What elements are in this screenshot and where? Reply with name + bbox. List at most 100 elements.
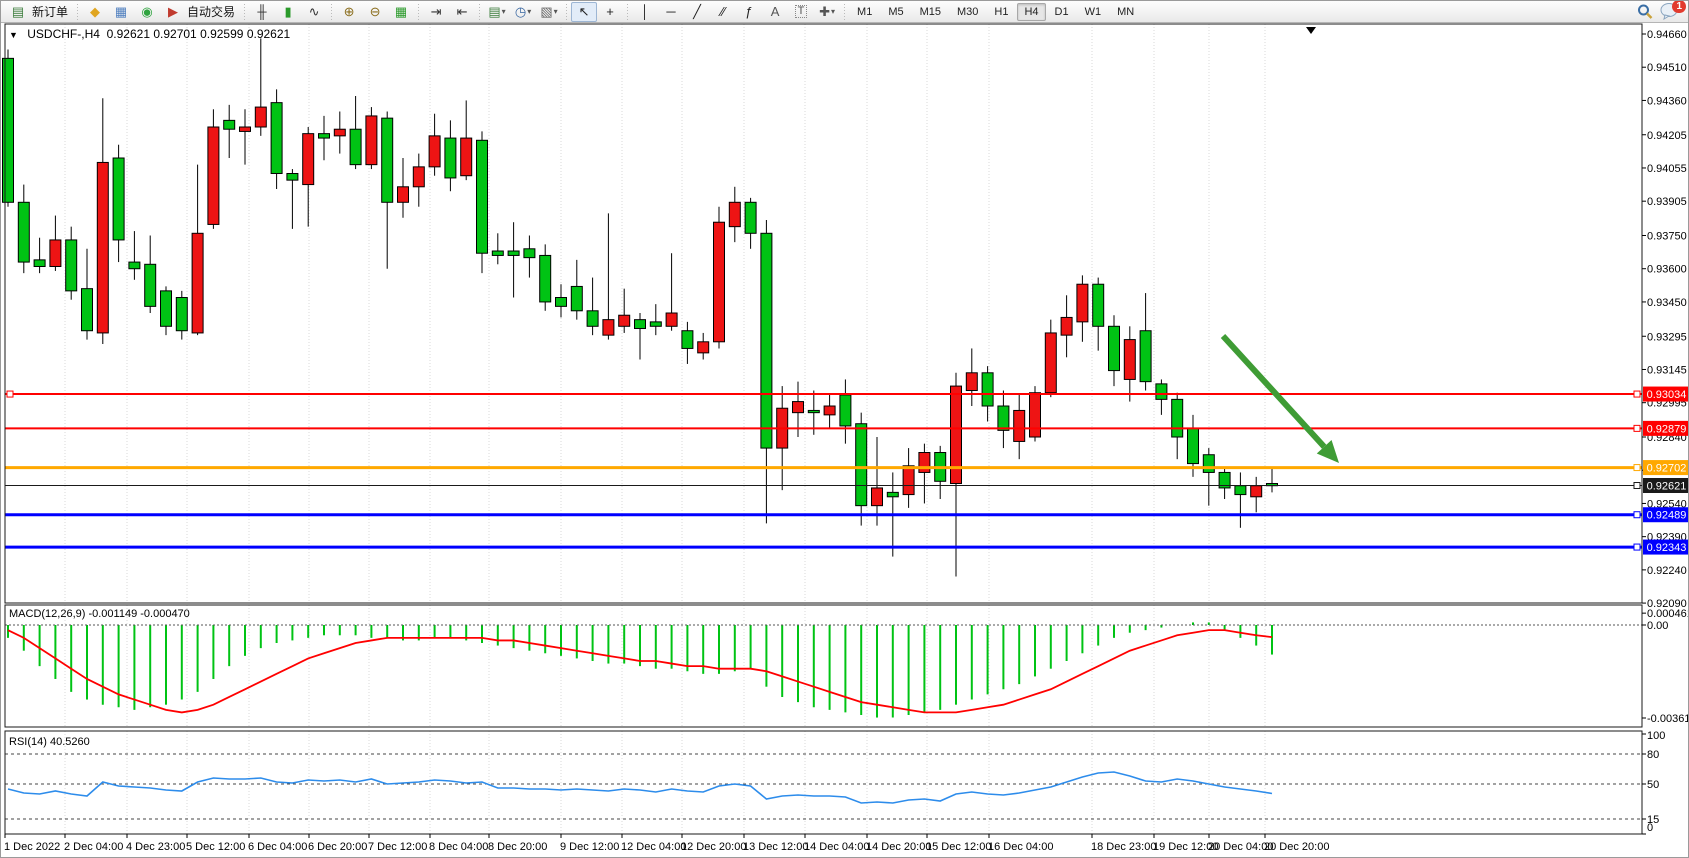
autotrading-button[interactable]: ▶ [160,2,186,22]
toolbar: ▤ 新订单 ◆ ▦ ◉ ▶ 自动交易 ╫ ▮ ∿ ⊕ ⊖ ▦ ⇥ ⇤ ▤ ▾ ◷ ▾ ▧ ▾ ↖ + │ ─ ╱ ∕∕ ƒ A T ✚ ▾ M… [1,1,1688,23]
vline-button[interactable]: │ [632,2,658,22]
date-label: 5 Dec 12:00 [186,841,245,853]
signals-button[interactable]: ◉ [134,2,160,22]
line-chart-button[interactable]: ∿ [301,2,327,22]
timeframe-w1[interactable]: W1 [1084,5,1102,18]
new-order-button-label[interactable]: 新订单 [32,5,69,19]
candle-body [618,314,631,327]
candle-body [792,401,804,414]
auto-scroll-button[interactable]: ⇥ [423,2,449,22]
tile-windows-button[interactable]: ▦ [388,2,414,22]
chart-shift-button[interactable]: ⇤ [449,2,475,22]
channel-button[interactable]: ∕∕ [710,2,736,22]
shapes-button[interactable]: ✚ ▾ [814,2,840,22]
candle-body [871,487,883,507]
macd-tick-label: 0.00 [1647,620,1668,632]
notifications-button[interactable]: 1 [1660,1,1686,22]
rsi-tick-label: 50 [1647,779,1659,791]
candle-body [144,263,157,307]
timeframe-m5[interactable]: M5 [888,5,904,18]
candle-body [950,385,962,485]
rsi-pane-border [4,730,1643,835]
label-button[interactable]: T [788,2,814,22]
price-tick-label: 0.93145 [1647,364,1687,376]
price-tick-label: 0.93450 [1647,297,1687,309]
price-badge-label: 0.92489 [1647,510,1687,522]
date-label: 12 Dec 20:00 [681,841,746,853]
candle-body [33,259,46,268]
one-click-trading-toggle-icon[interactable]: ▼ [9,30,18,40]
price-badge-label: 0.92702 [1647,463,1687,475]
macd-label: MACD(12,26,9) -0.001149 -0.000470 [9,608,190,620]
toolbar-separator [75,3,81,20]
crosshair-button[interactable]: + [597,2,623,22]
candle-body [823,405,836,416]
macd-tick-label: 0.000461 [1647,608,1689,620]
bar-chart-button[interactable]: ╫ [249,2,275,22]
macd-tick-label: -0.003618 [1647,713,1689,725]
profiles-button[interactable]: ◷ ▾ [510,2,536,22]
zoom-in-button[interactable]: ⊕ [336,2,362,22]
candle-body [1076,283,1089,323]
symbol-period-label: USDCHF-,H4 [27,27,100,41]
candle-body [1029,392,1041,438]
search-icon[interactable] [1636,3,1654,21]
timeframe-m30[interactable]: M30 [957,5,979,18]
candle-body [555,297,567,307]
price-tick-label: 0.93750 [1647,231,1687,243]
candle-body [839,394,852,427]
auto-scroll-icon: ⇥ [430,4,442,19]
new-order-button[interactable]: ▤ [5,2,31,22]
chart-canvas[interactable]: 0.94660 0.94510 0.94360 0.94205 0.94055 0.939… [1,23,1689,858]
date-label: 4 Dec 23:00 [126,841,185,853]
main-pane-border [4,23,1643,604]
timeframe-m1[interactable]: M1 [857,5,873,18]
trend-arrow-head[interactable] [1316,440,1339,463]
zoom-out-icon: ⊖ [369,4,381,19]
chart-shift-icon: ⇤ [456,4,468,19]
candle-body [286,173,299,181]
candle-body [1044,332,1057,394]
candle-body [1108,325,1120,372]
fibonacci-button[interactable]: ƒ [736,2,762,22]
toolbar-separator [842,3,848,20]
timeframe-h1[interactable]: H1 [994,5,1009,18]
text-button[interactable]: A [762,2,788,22]
chart-shift-marker-icon[interactable] [1306,27,1316,34]
date-label: 13 Dec 12:00 [743,841,808,853]
template-button[interactable]: ▧ ▾ [536,2,562,22]
rsi-line [7,771,1273,804]
new-order-icon: ▤ [11,4,25,19]
candle-body [128,261,141,270]
candle-body [697,341,710,354]
trend-arrow-shaft[interactable] [1220,333,1327,449]
new-chart-button[interactable]: ▤ ▾ [484,2,510,22]
rsi-tick-label: 15 [1647,814,1659,826]
fibonacci-icon: ƒ [745,4,753,19]
candle-body [160,290,172,327]
date-label: 16 Dec 04:00 [988,841,1053,853]
price-tick-label: 0.94360 [1647,95,1687,107]
timeframe-m15[interactable]: M15 [919,5,941,18]
candle-body [1139,330,1152,383]
hline-button[interactable]: ─ [658,2,684,22]
timeframe-h4[interactable]: H4 [1017,2,1046,21]
candle-body [760,232,773,449]
cursor-button[interactable]: ↖ [571,1,598,22]
cursor-icon: ↖ [578,4,590,19]
zoom-out-button[interactable]: ⊖ [362,2,388,22]
market-watch-button[interactable]: ◆ [82,2,108,22]
price-tick-label: 0.94510 [1647,62,1687,74]
trendline-button[interactable]: ╱ [684,2,710,22]
timeframe-d1[interactable]: D1 [1054,5,1069,18]
date-label: 14 Dec 04:00 [804,841,869,853]
data-window-button[interactable]: ▦ [108,2,134,22]
line-anchor-handle[interactable] [6,390,14,398]
macd-pane[interactable] [5,605,1642,727]
candle-chart-button[interactable]: ▮ [275,2,301,22]
candle-body [49,239,62,268]
timeframe-mn[interactable]: MN [1117,5,1135,18]
autotrading-button-label[interactable]: 自动交易 [187,5,236,19]
ohlc-low: 0.92599 [200,27,244,41]
line-axis-anchor [1633,464,1641,472]
